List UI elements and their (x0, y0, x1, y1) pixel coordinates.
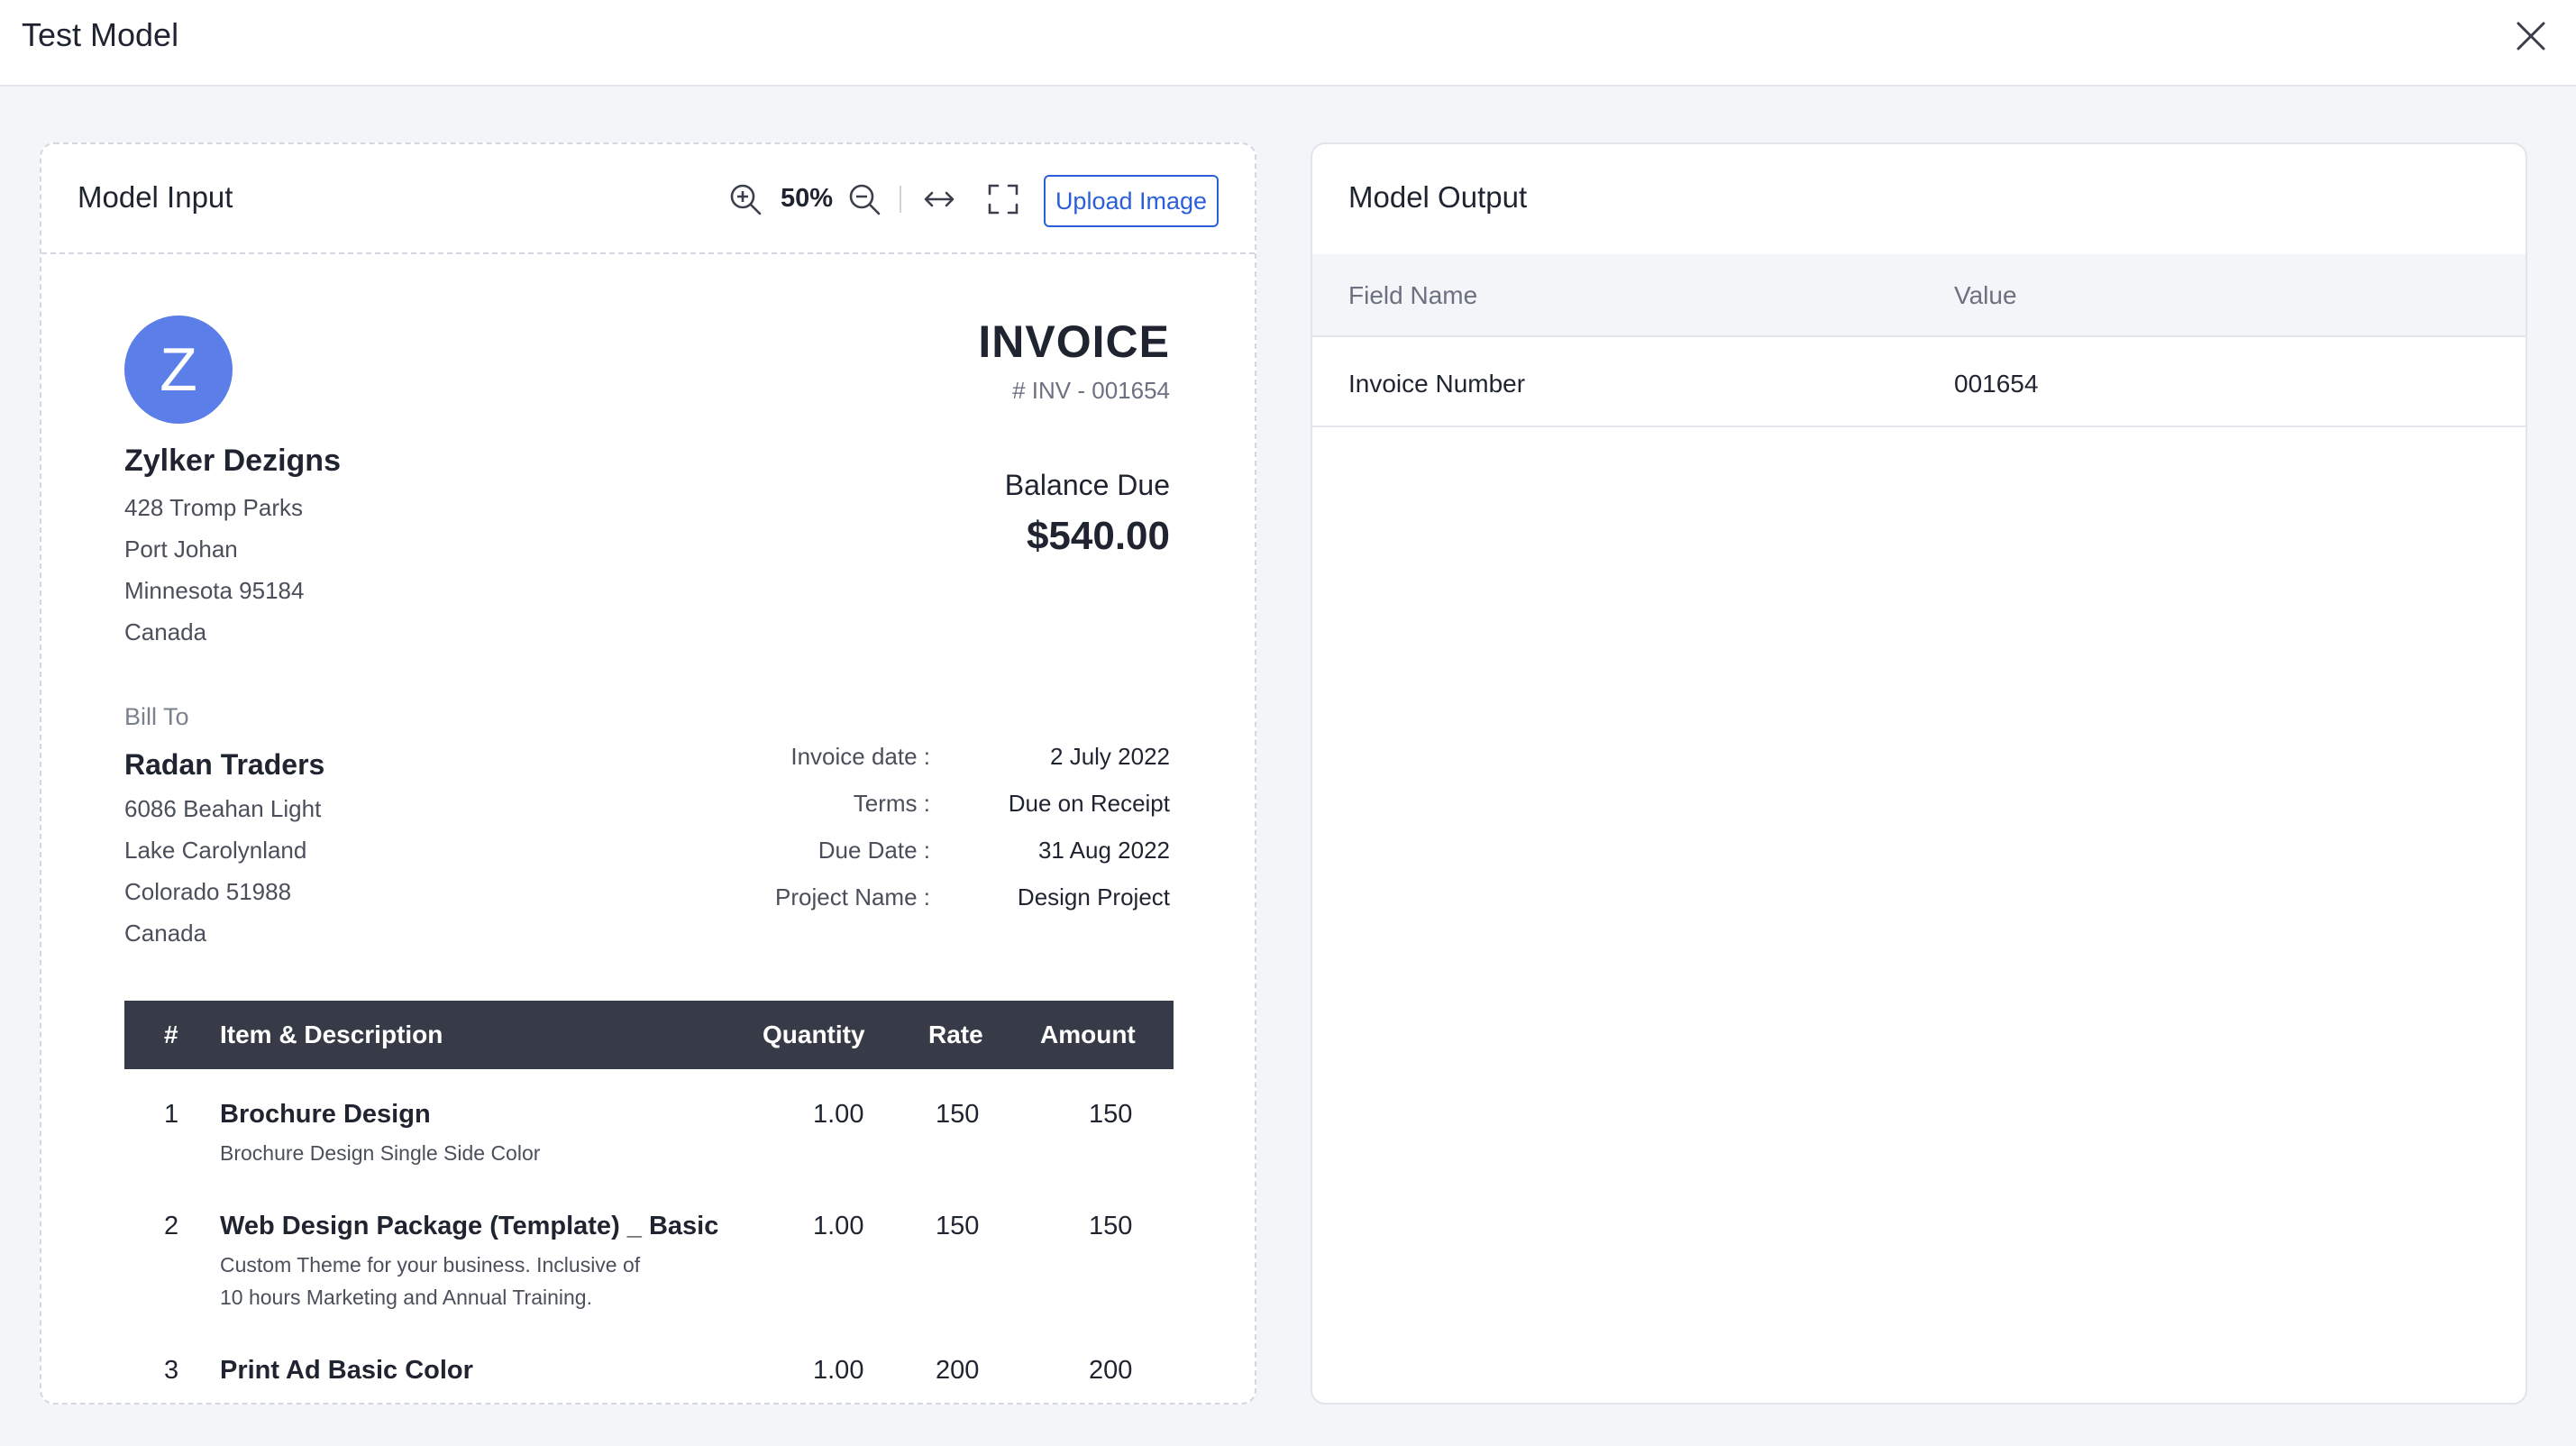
company-name: Zylker Dezigns (124, 444, 341, 478)
due-date-label: Due Date : (818, 837, 930, 864)
item-amount: 200 (1089, 1356, 1133, 1385)
zoom-out-icon[interactable] (847, 182, 882, 221)
modal-header: Test Model (0, 0, 2576, 87)
due-date-value: 31 Aug 2022 (1037, 837, 1170, 864)
invoice-date-label: Invoice date : (790, 743, 930, 770)
invoice-title: INVOICE (978, 316, 1170, 367)
column-number: # (164, 1020, 178, 1048)
column-field-name: Field Name (1348, 281, 1478, 309)
model-output-header: Model Output (1312, 144, 2526, 254)
item-name: Brochure Design (220, 1100, 431, 1129)
item-description: Brochure Design Single Side Color (220, 1141, 541, 1165)
items-table-header: # Item & Description Quantity Rate Amoun… (124, 1001, 1174, 1069)
table-row: Invoice Number 001654 (1312, 337, 2526, 427)
item-number: 1 (164, 1100, 179, 1129)
company-address-line: Port Johan (124, 535, 238, 563)
item-quantity: 1.00 (813, 1356, 864, 1385)
project-name-label: Project Name : (775, 883, 930, 911)
client-address-line: Canada (124, 920, 207, 947)
item-rate: 150 (936, 1100, 980, 1129)
company-address-line: Canada (124, 618, 207, 645)
company-address-line: Minnesota 95184 (124, 577, 305, 604)
client-address-line: 6086 Beahan Light (124, 795, 322, 822)
bill-to-label: Bill To (124, 703, 189, 730)
client-address-line: Colorado 51988 (124, 878, 292, 905)
zoom-in-icon[interactable] (728, 182, 763, 221)
upload-image-button[interactable]: Upload Image (1044, 175, 1219, 227)
page-title: Test Model (22, 16, 179, 53)
output-field-name: Invoice Number (1348, 370, 1526, 398)
item-rate: 150 (936, 1212, 980, 1240)
model-input-toolbar: Model Input 50% (41, 144, 1255, 254)
company-logo: Z (124, 316, 233, 424)
invoice-number: # INV - 001654 (1012, 377, 1170, 404)
column-value: Value (1954, 281, 2017, 309)
terms-label: Terms : (853, 790, 930, 817)
close-icon[interactable] (2513, 18, 2549, 54)
item-quantity: 1.00 (813, 1100, 864, 1129)
balance-due-label: Balance Due (1004, 469, 1170, 501)
item-amount: 150 (1089, 1100, 1133, 1129)
item-description: 10 hours Marketing and Annual Training. (220, 1286, 592, 1309)
zoom-level: 50% (781, 184, 834, 213)
toolbar-divider (900, 186, 901, 213)
column-item-description: Item & Description (220, 1020, 443, 1048)
model-output-panel: Model Output Field Name Value Invoice Nu… (1311, 142, 2527, 1405)
column-rate: Rate (928, 1020, 983, 1048)
invoice-preview: Z Zylker Dezigns 428 Tromp Parks Port Jo… (41, 144, 1255, 1403)
item-amount: 150 (1089, 1212, 1133, 1240)
item-description: Custom Theme for your business. Inclusiv… (220, 1253, 641, 1277)
output-table-header: Field Name Value (1312, 254, 2526, 337)
output-field-value: 001654 (1954, 370, 2039, 398)
company-address-line: 428 Tromp Parks (124, 494, 303, 521)
client-name: Radan Traders (124, 748, 325, 781)
item-quantity: 1.00 (813, 1212, 864, 1240)
project-name-value: Design Project (1017, 883, 1170, 911)
model-input-title: Model Input (78, 180, 233, 214)
item-number: 3 (164, 1356, 179, 1385)
item-name: Web Design Package (Template) _ Basic (220, 1212, 719, 1240)
model-output-title: Model Output (1348, 180, 1528, 214)
model-input-panel: Model Input 50% (40, 142, 1256, 1405)
terms-value: Due on Receipt (1008, 790, 1170, 817)
invoice-date-value: 2 July 2022 (1050, 743, 1170, 770)
column-amount: Amount (1040, 1020, 1136, 1048)
balance-due-amount: $540.00 (1026, 514, 1170, 558)
fit-width-icon[interactable] (921, 182, 957, 221)
item-name: Print Ad Basic Color (220, 1356, 473, 1385)
item-rate: 200 (936, 1356, 980, 1385)
fullscreen-icon[interactable] (986, 182, 1020, 221)
client-address-line: Lake Carolynland (124, 837, 307, 864)
column-quantity: Quantity (763, 1020, 865, 1048)
item-number: 2 (164, 1212, 179, 1240)
